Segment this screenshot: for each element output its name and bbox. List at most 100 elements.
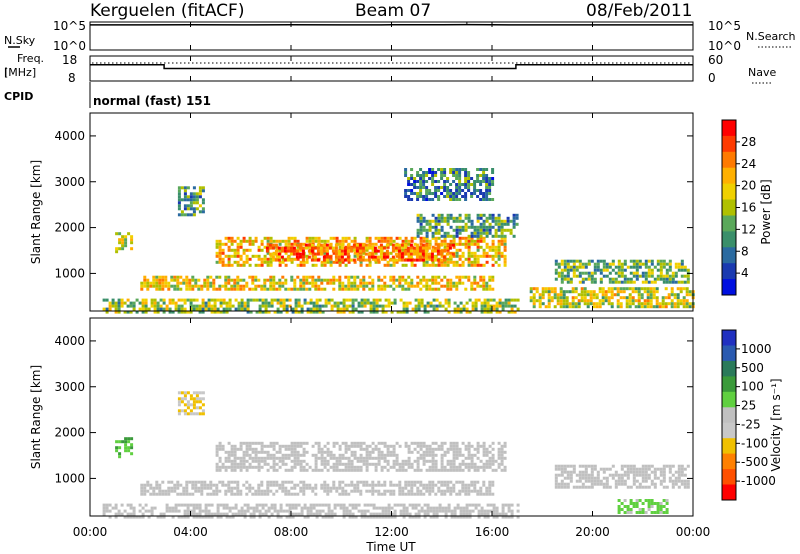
colorbar-swatch [722,484,736,501]
heat-cell [227,441,231,445]
heat-cell [350,465,354,469]
heat-cell [440,216,444,220]
heat-cell [326,462,330,466]
heat-cell [245,480,249,484]
heat-cell [464,183,468,186]
heat-cell [434,239,438,243]
heat-cell [410,441,414,445]
heat-cell [299,281,303,285]
heat-cell [177,204,181,208]
heat-cell [155,480,159,484]
freq-tick-bottom: 8 [68,71,76,85]
heat-cell [589,296,593,300]
heat-cell [355,252,359,256]
heat-cell [449,239,453,243]
heat-cell [455,174,459,177]
heat-cell [257,465,261,469]
heat-cell [425,257,429,261]
heat-cell [278,465,282,469]
heat-cell [596,262,600,266]
heat-cell [275,239,279,243]
heat-cell [626,470,630,474]
heat-cell [173,489,177,493]
heat-cell [419,444,423,448]
heat-cell [491,245,495,249]
heat-cell [590,485,594,489]
heat-cell [308,281,312,285]
heat-cell [403,252,407,256]
heat-cell [248,444,252,448]
heat-cell [344,239,348,243]
heat-cell [584,467,588,471]
heat-cell [425,287,429,291]
heat-cell [443,186,447,189]
heat-cell [230,239,234,243]
heat-cell [420,301,424,305]
heat-cell [620,482,624,486]
heat-cell [234,307,238,311]
heat-cell [198,192,202,196]
heat-cell [387,301,391,305]
heat-cell [218,254,222,258]
heat-cell [559,287,563,291]
heat-cell [377,450,381,454]
heat-cell [188,278,192,282]
heat-cell [307,255,311,259]
heat-cell [367,252,371,256]
heat-cell [346,249,350,253]
heat-cell [479,222,483,226]
heat-cell [338,480,342,484]
heat-cell [476,216,480,220]
heat-cell [644,262,648,266]
heat-cell [623,482,627,486]
heat-cell [671,271,675,275]
heat-cell [269,263,273,267]
heat-cell [488,225,492,229]
heat-cell [236,275,240,279]
heat-cell [449,225,453,229]
heat-cell [554,476,558,480]
heat-cell [677,464,681,468]
heat-cell [329,465,333,469]
heat-cell [263,450,267,454]
heat-cell [467,254,471,258]
heat-cell [620,271,624,275]
heat-cell [650,499,654,502]
heat-cell [191,275,195,279]
heat-cell [455,281,459,285]
heat-cell [461,462,465,466]
heat-cell [135,298,139,302]
heat-cell [293,284,297,288]
heat-cell [629,464,633,468]
heat-cell [491,441,495,445]
heat-cell [617,473,621,477]
heat-cell [425,278,429,282]
heat-cell [215,468,219,472]
heat-cell [566,473,570,477]
heat-cell [364,258,368,262]
heat-cell [397,243,401,247]
heat-cell [364,252,368,256]
heat-cell [538,299,542,303]
heat-cell [275,483,279,487]
heat-cell [632,259,636,263]
heat-cell [233,447,237,451]
heat-cell [547,299,551,303]
heat-cell [312,301,316,305]
heat-cell [431,198,435,201]
heat-cell [322,243,326,247]
heat-cell [479,444,483,448]
heat-cell [434,189,438,192]
heat-cell [461,281,465,285]
heat-cell [362,281,366,285]
heat-cell [345,506,349,510]
heat-cell [634,287,638,291]
heat-cell [366,301,370,305]
heat-cell [362,441,366,445]
nave-label: Nave [748,66,776,79]
heat-cell [628,299,632,303]
heat-cell [332,486,336,490]
heat-cell [243,515,247,519]
heat-cell [610,290,614,294]
heat-cell [195,198,199,202]
